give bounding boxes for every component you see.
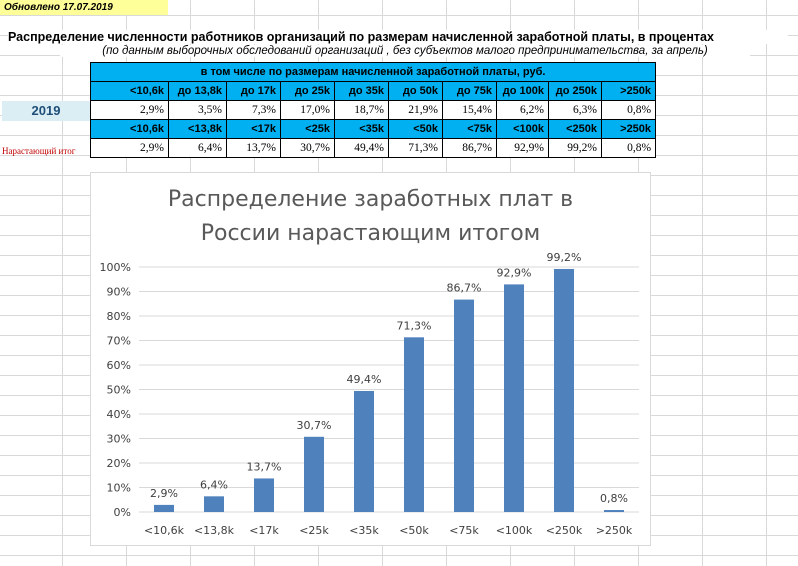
y-tick-label: 40%: [107, 408, 131, 421]
group-header-row: в том числе по размерам начисленной зара…: [89, 62, 657, 82]
chart-title-line: России нарастающим итогом: [200, 221, 541, 246]
x-tick-label: <75k: [449, 524, 479, 537]
cumulative-value-cell[interactable]: 0,8%: [600, 138, 657, 158]
chart-plot: 0% 10% 20% 30% 40% 50% 60% 70% 80% 90% 100% 2,9% <10…: [100, 251, 639, 537]
salary-table: в том числе по размерам начисленной зара…: [89, 62, 657, 158]
sheet-title[interactable]: Распределение численности работников орг…: [8, 30, 788, 44]
header-cell[interactable]: до 17k: [226, 81, 281, 101]
y-tick-label: 0%: [114, 506, 131, 519]
data-label: 49,4%: [347, 373, 382, 386]
bar: [154, 504, 174, 512]
value-cell[interactable]: 15,4%: [442, 100, 497, 120]
chart-title-line: Распределение заработных плат в: [167, 187, 574, 212]
y-tick-label: 20%: [107, 457, 131, 470]
header-cell[interactable]: до 100k: [496, 81, 549, 101]
data-label: 92,9%: [497, 266, 532, 279]
x-tick-label: <13,8k: [194, 524, 235, 537]
y-tick-label: 10%: [107, 482, 131, 495]
group-header-cell[interactable]: в том числе по размерам начисленной зара…: [89, 62, 657, 82]
year-values-row: 2,9% 3,5% 7,3% 17,0% 18,7% 21,9% 15,4% 6…: [90, 100, 657, 120]
updated-note[interactable]: Обновлено 17.07.2019: [0, 0, 168, 15]
range-header-row: <10,6k до 13,8k до 17k до 25k до 35k до …: [90, 81, 657, 101]
header-cell[interactable]: до 25k: [280, 81, 335, 101]
y-tick-label: 30%: [107, 433, 131, 446]
bar: [254, 478, 274, 512]
bar: [554, 268, 574, 512]
data-label: 71,3%: [397, 319, 432, 332]
chart-title: Распределение заработных плат в России н…: [91, 183, 650, 251]
data-label: 13,7%: [247, 460, 282, 473]
header-cell[interactable]: >250k: [600, 81, 657, 101]
cumulative-header-cell[interactable]: <100k: [496, 119, 549, 139]
cumulative-header-cell[interactable]: <17k: [226, 119, 281, 139]
cumulative-header-cell[interactable]: <25k: [280, 119, 335, 139]
x-tick-label: <100k: [496, 524, 533, 537]
value-cell[interactable]: 6,3%: [548, 100, 602, 120]
bar: [454, 299, 474, 512]
cumulative-value-cell[interactable]: 92,9%: [496, 138, 549, 158]
cumulative-header-cell[interactable]: <250k: [548, 119, 602, 139]
value-cell[interactable]: 21,9%: [388, 100, 443, 120]
cumulative-value-cell[interactable]: 71,3%: [388, 138, 443, 158]
value-cell[interactable]: 17,0%: [280, 100, 335, 120]
data-label: 0,8%: [600, 492, 628, 505]
cumulative-header-cell[interactable]: <50k: [388, 119, 443, 139]
cumulative-header-row: <10,6k <13,8k <17k <25k <35k <50k <75k <…: [90, 119, 657, 139]
y-tick-label: 100%: [100, 261, 131, 274]
cumulative-header-cell[interactable]: <35k: [334, 119, 389, 139]
cumulative-header-cell[interactable]: >250k: [600, 119, 657, 139]
bar: [204, 496, 224, 512]
x-tick-label: >250k: [596, 524, 633, 537]
bar: [404, 337, 424, 512]
bar: [354, 390, 374, 512]
header-cell[interactable]: до 35k: [334, 81, 389, 101]
data-label: 86,7%: [447, 282, 482, 295]
header-cell[interactable]: до 50k: [388, 81, 443, 101]
bar: [604, 510, 624, 512]
header-cell[interactable]: <10,6k: [90, 81, 169, 101]
cumulative-header-cell[interactable]: <13,8k: [168, 119, 227, 139]
y-tick-label: 60%: [107, 359, 131, 372]
x-tick-label: <50k: [399, 524, 429, 537]
cumulative-header-cell[interactable]: <75k: [442, 119, 497, 139]
value-cell[interactable]: 0,8%: [600, 100, 657, 120]
cumulative-value-cell[interactable]: 30,7%: [280, 138, 335, 158]
header-cell[interactable]: до 75k: [442, 81, 497, 101]
data-label: 6,4%: [200, 478, 228, 491]
data-label: 99,2%: [547, 251, 582, 264]
y-tick-label: 80%: [107, 310, 131, 323]
cumulative-values-row: 2,9% 6,4% 13,7% 30,7% 49,4% 71,3% 86,7% …: [90, 138, 657, 158]
cumulative-value-cell[interactable]: 86,7%: [442, 138, 497, 158]
sheet-subtitle[interactable]: (по данным выборочных обследований орган…: [60, 45, 750, 57]
value-cell[interactable]: 2,9%: [90, 100, 169, 120]
y-tick-label: 70%: [107, 335, 131, 348]
value-cell[interactable]: 3,5%: [168, 100, 227, 120]
y-tick-label: 50%: [107, 384, 131, 397]
bar: [304, 436, 324, 512]
cumulative-value-cell[interactable]: 13,7%: [226, 138, 281, 158]
x-tick-label: <17k: [249, 524, 279, 537]
cumulative-value-cell[interactable]: 99,2%: [548, 138, 602, 158]
cumulative-value-cell[interactable]: 2,9%: [90, 138, 169, 158]
cumulative-label-cell[interactable]: Нарастающий итог: [2, 146, 76, 156]
year-label-cell[interactable]: 2019: [2, 101, 90, 121]
value-cell[interactable]: 7,3%: [226, 100, 281, 120]
x-tick-label: <250k: [546, 524, 583, 537]
cumulative-header-cell[interactable]: <10,6k: [90, 119, 169, 139]
data-label: 2,9%: [150, 487, 178, 500]
cumulative-salary-chart[interactable]: Распределение заработных плат в России н…: [90, 172, 651, 546]
x-tick-label: <25k: [299, 524, 329, 537]
x-tick-label: <10,6k: [144, 524, 185, 537]
x-tick-label: <35k: [349, 524, 379, 537]
data-label: 30,7%: [297, 419, 332, 432]
y-tick-label: 90%: [107, 286, 131, 299]
value-cell[interactable]: 18,7%: [334, 100, 389, 120]
cumulative-value-cell[interactable]: 6,4%: [168, 138, 227, 158]
bar: [504, 284, 524, 512]
cumulative-value-cell[interactable]: 49,4%: [334, 138, 389, 158]
value-cell[interactable]: 6,2%: [496, 100, 549, 120]
header-cell[interactable]: до 13,8k: [168, 81, 227, 101]
header-cell[interactable]: до 250k: [548, 81, 602, 101]
